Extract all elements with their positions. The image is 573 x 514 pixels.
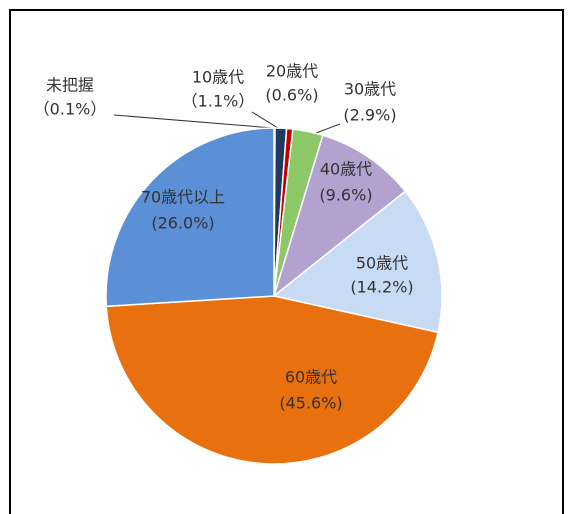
slice-value-label: (2.9%) <box>343 106 396 125</box>
slice-value-label: (0.6%) <box>265 86 318 105</box>
slice-label: 10歳代 <box>192 68 244 87</box>
slice-value-label: (26.0%) <box>151 214 214 233</box>
slice-label: 40歳代 <box>320 160 372 179</box>
slice-label: 未把握 <box>46 76 94 95</box>
slice-value-label: (45.6%) <box>279 394 342 413</box>
leader-line <box>113 114 274 129</box>
slice-value-label: （1.1%） <box>182 92 255 111</box>
slice-label: 20歳代 <box>266 62 318 81</box>
slice-label: 60歳代 <box>285 368 337 387</box>
leader-line <box>315 123 341 134</box>
pie-slice <box>272 134 407 299</box>
slice-value-label: (9.6%) <box>319 186 372 205</box>
leader-line <box>251 111 279 129</box>
slice-label: 50歳代 <box>356 254 408 273</box>
slice-value-label: （0.1%） <box>34 100 107 119</box>
slice-label: 70歳代以上 <box>141 188 225 207</box>
leader-lines <box>113 111 341 134</box>
pie-slice <box>272 190 443 334</box>
pie-slice <box>105 295 439 465</box>
pie-slice <box>105 127 275 308</box>
slice-label: 30歳代 <box>344 80 396 99</box>
slice-value-label: (14.2%) <box>350 278 413 297</box>
